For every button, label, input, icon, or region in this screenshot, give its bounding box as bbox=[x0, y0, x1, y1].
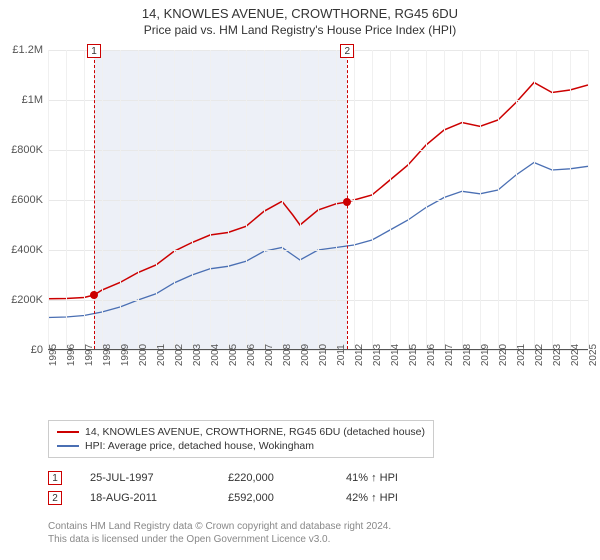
price-marker-dot bbox=[343, 198, 351, 206]
x-gridline bbox=[210, 50, 211, 349]
x-tick-label: 2021 bbox=[516, 344, 527, 366]
event-row-date: 25-JUL-1997 bbox=[90, 472, 200, 484]
event-row-price: £592,000 bbox=[228, 492, 318, 504]
x-tick-label: 2016 bbox=[426, 344, 437, 366]
event-row: 1 25-JUL-1997 £220,000 41% ↑ HPI bbox=[48, 468, 436, 488]
event-marker-box: 1 bbox=[87, 44, 101, 58]
x-gridline bbox=[480, 50, 481, 349]
price-marker-dot bbox=[90, 291, 98, 299]
x-tick-label: 2022 bbox=[534, 344, 545, 366]
legend-label: HPI: Average price, detached house, Woki… bbox=[85, 440, 314, 452]
y-tick-label: £200K bbox=[0, 294, 43, 306]
chart-subtitle: Price paid vs. HM Land Registry's House … bbox=[0, 23, 600, 37]
event-row-date: 18-AUG-2011 bbox=[90, 492, 200, 504]
x-tick-label: 1998 bbox=[102, 344, 113, 366]
x-tick-label: 2014 bbox=[390, 344, 401, 366]
event-row-marker: 2 bbox=[48, 491, 62, 505]
x-gridline bbox=[156, 50, 157, 349]
event-table: 1 25-JUL-1997 £220,000 41% ↑ HPI 2 18-AUG-201… bbox=[48, 468, 436, 508]
x-gridline bbox=[570, 50, 571, 349]
y-tick-label: £400K bbox=[0, 244, 43, 256]
x-tick-label: 2015 bbox=[408, 344, 419, 366]
x-tick-label: 2020 bbox=[498, 344, 509, 366]
x-gridline bbox=[390, 50, 391, 349]
y-tick-label: £1.2M bbox=[0, 44, 43, 56]
x-tick-label: 2001 bbox=[156, 344, 167, 366]
x-gridline bbox=[174, 50, 175, 349]
x-tick-label: 2024 bbox=[570, 344, 581, 366]
x-gridline bbox=[300, 50, 301, 349]
x-tick-label: 2018 bbox=[462, 344, 473, 366]
event-row-price: £220,000 bbox=[228, 472, 318, 484]
x-tick-label: 2002 bbox=[174, 344, 185, 366]
x-gridline bbox=[264, 50, 265, 349]
x-gridline bbox=[552, 50, 553, 349]
event-row-marker: 1 bbox=[48, 471, 62, 485]
footer-line-1: Contains HM Land Registry data © Crown c… bbox=[48, 520, 391, 533]
x-tick-label: 2007 bbox=[264, 344, 275, 366]
legend-item: 14, KNOWLES AVENUE, CROWTHORNE, RG45 6DU… bbox=[57, 425, 425, 439]
chart-area: £0£200K£400K£600K£800K£1M£1.2M1995199619… bbox=[48, 50, 588, 380]
x-gridline bbox=[282, 50, 283, 349]
x-gridline bbox=[516, 50, 517, 349]
x-tick-label: 2009 bbox=[300, 344, 311, 366]
x-tick-label: 2003 bbox=[192, 344, 203, 366]
footer-line-2: This data is licensed under the Open Gov… bbox=[48, 533, 391, 546]
x-gridline bbox=[120, 50, 121, 349]
x-tick-label: 2006 bbox=[246, 344, 257, 366]
x-gridline bbox=[426, 50, 427, 349]
chart-title-block: 14, KNOWLES AVENUE, CROWTHORNE, RG45 6DU… bbox=[0, 0, 600, 39]
x-tick-label: 1995 bbox=[48, 344, 59, 366]
event-row-hpi: 41% ↑ HPI bbox=[346, 472, 436, 484]
legend-label: 14, KNOWLES AVENUE, CROWTHORNE, RG45 6DU… bbox=[85, 426, 425, 438]
x-gridline bbox=[192, 50, 193, 349]
x-tick-label: 2011 bbox=[336, 344, 347, 366]
x-tick-label: 2010 bbox=[318, 344, 329, 366]
x-tick-label: 1996 bbox=[66, 344, 77, 366]
event-row-hpi: 42% ↑ HPI bbox=[346, 492, 436, 504]
x-tick-label: 2013 bbox=[372, 344, 383, 366]
x-gridline bbox=[66, 50, 67, 349]
event-row: 2 18-AUG-2011 £592,000 42% ↑ HPI bbox=[48, 488, 436, 508]
x-gridline bbox=[354, 50, 355, 349]
x-gridline bbox=[84, 50, 85, 349]
x-tick-label: 1999 bbox=[120, 344, 131, 366]
x-tick-label: 2000 bbox=[138, 344, 149, 366]
x-gridline bbox=[462, 50, 463, 349]
legend-swatch bbox=[57, 431, 79, 433]
x-gridline bbox=[372, 50, 373, 349]
x-tick-label: 2017 bbox=[444, 344, 455, 366]
x-tick-label: 2005 bbox=[228, 344, 239, 366]
y-tick-label: £600K bbox=[0, 194, 43, 206]
footer-attribution: Contains HM Land Registry data © Crown c… bbox=[48, 520, 391, 546]
x-gridline bbox=[48, 50, 49, 349]
x-gridline bbox=[588, 50, 589, 349]
x-gridline bbox=[408, 50, 409, 349]
x-tick-label: 2023 bbox=[552, 344, 563, 366]
x-gridline bbox=[534, 50, 535, 349]
x-gridline bbox=[444, 50, 445, 349]
legend: 14, KNOWLES AVENUE, CROWTHORNE, RG45 6DU… bbox=[48, 420, 434, 458]
x-gridline bbox=[318, 50, 319, 349]
x-tick-label: 2019 bbox=[480, 344, 491, 366]
y-tick-label: £800K bbox=[0, 144, 43, 156]
x-gridline bbox=[336, 50, 337, 349]
legend-swatch bbox=[57, 445, 79, 447]
x-gridline bbox=[102, 50, 103, 349]
x-gridline bbox=[228, 50, 229, 349]
chart-title: 14, KNOWLES AVENUE, CROWTHORNE, RG45 6DU bbox=[0, 6, 600, 21]
x-tick-label: 2025 bbox=[588, 344, 599, 366]
y-tick-label: £1M bbox=[0, 94, 43, 106]
x-tick-label: 2004 bbox=[210, 344, 221, 366]
event-marker-box: 2 bbox=[340, 44, 354, 58]
x-gridline bbox=[246, 50, 247, 349]
x-gridline bbox=[498, 50, 499, 349]
y-tick-label: £0 bbox=[0, 344, 43, 356]
legend-item: HPI: Average price, detached house, Woki… bbox=[57, 439, 425, 453]
x-tick-label: 2008 bbox=[282, 344, 293, 366]
x-gridline bbox=[138, 50, 139, 349]
event-vline bbox=[94, 50, 95, 349]
plot-region: £0£200K£400K£600K£800K£1M£1.2M1995199619… bbox=[48, 50, 588, 350]
x-tick-label: 2012 bbox=[354, 344, 365, 366]
